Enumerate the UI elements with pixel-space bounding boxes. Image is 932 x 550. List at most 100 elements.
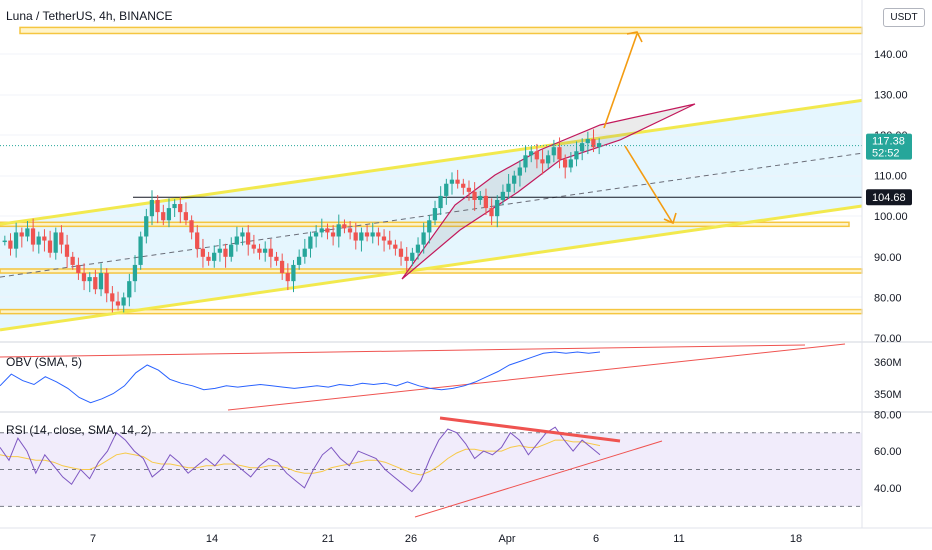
candle-body: [381, 236, 387, 241]
candle-body: [376, 232, 381, 237]
candle-body: [81, 273, 87, 282]
price-tick-label: 110.00: [874, 171, 907, 183]
obv-line: [0, 351, 601, 404]
candle-body: [455, 179, 460, 184]
candle-body: [540, 159, 545, 164]
candle-body: [138, 236, 143, 265]
time-tick-label: Apr: [498, 533, 515, 545]
candle-body: [245, 232, 251, 245]
countdown-label: 52:52: [872, 148, 900, 160]
candle-body: [98, 273, 104, 290]
candle-body: [285, 273, 290, 282]
time-tick-label: 11: [673, 533, 684, 545]
candle-body: [13, 232, 19, 249]
rsi-ma-line: [0, 439, 601, 476]
candle-body: [410, 252, 415, 261]
candle-body: [104, 273, 109, 294]
obv-pane[interactable]: [0, 341, 932, 411]
candle-body: [161, 212, 166, 221]
channel-midline: [0, 152, 863, 278]
candle-body: [257, 248, 262, 253]
time-tick-label: 7: [90, 533, 96, 545]
candle-body: [149, 199, 155, 217]
price-zone: [0, 221, 850, 228]
candle-body: [279, 260, 285, 274]
rsi-trendlines: [414, 416, 663, 518]
obv-lower-trendline: [227, 343, 846, 411]
rsi-line: [0, 426, 601, 493]
candle-body: [8, 240, 13, 249]
candle-body: [195, 232, 200, 249]
candle-body: [404, 256, 409, 261]
obv-tick-label: 350M: [874, 389, 902, 401]
candle-body: [551, 147, 556, 156]
candle-body: [240, 232, 245, 237]
candle-body: [523, 155, 528, 168]
candle-body: [47, 240, 53, 253]
candle-body: [189, 220, 194, 233]
channel-lower-line[interactable]: [0, 204, 863, 332]
candle-body: [30, 228, 36, 245]
candle-body: [19, 232, 24, 237]
price-tick-label: 80.00: [874, 292, 902, 304]
candle-body: [529, 151, 534, 156]
rsi-pane[interactable]: [0, 411, 932, 518]
candle-body: [172, 204, 177, 209]
time-tick-label: 26: [405, 533, 417, 545]
candle-body: [251, 244, 256, 249]
price-tick-label: 70.00: [874, 333, 902, 345]
candle-body: [59, 232, 64, 245]
candle-body: [579, 143, 585, 152]
candle-body: [2, 240, 7, 243]
candle-body: [110, 293, 115, 302]
candle-body: [347, 228, 353, 233]
time-axis: 7 14 21 26 Apr 6 11 18: [0, 527, 932, 545]
candle-body: [25, 228, 30, 237]
candle-body: [70, 256, 75, 265]
price-zone: [19, 26, 863, 35]
candle-body: [291, 264, 296, 282]
candle-body: [64, 244, 70, 257]
candle-body: [472, 191, 477, 200]
candle-body: [353, 232, 358, 241]
candle-body: [217, 248, 222, 253]
candle-body: [591, 139, 596, 148]
channel-upper-line[interactable]: [0, 98, 863, 226]
price-grid: [0, 53, 862, 298]
obv-tick-label: 360M: [874, 357, 902, 369]
rsi-band-fill: [0, 432, 862, 507]
candle-body: [42, 236, 47, 241]
candle-body: [229, 244, 234, 257]
last-price-label: 117.38: [872, 136, 905, 148]
candle-body: [438, 195, 443, 209]
candle-body: [36, 236, 41, 245]
arrow-down-line: [624, 145, 673, 223]
candle-body: [415, 244, 421, 253]
candle-body: [313, 232, 319, 237]
candle-body: [562, 159, 568, 168]
candle-body: [115, 301, 121, 306]
candle-body: [432, 208, 438, 221]
price-pane[interactable]: [0, 26, 863, 332]
candle-body: [500, 191, 505, 200]
time-tick-label: 6: [593, 533, 599, 545]
candle-body: [545, 155, 551, 164]
candle-body: [274, 256, 279, 261]
candle-body: [178, 204, 183, 213]
price-tick-label: 90.00: [874, 252, 902, 264]
price-tick-label: 140.00: [874, 49, 908, 61]
candle-body: [87, 277, 92, 282]
level-badge: [866, 189, 912, 206]
candle-body: [585, 139, 590, 144]
candle-body: [483, 195, 488, 209]
candle-body: [330, 232, 336, 237]
level-price-label: 104.68: [872, 192, 906, 204]
rsi-tick-label: 80.00: [874, 409, 902, 421]
candle-body: [319, 228, 324, 233]
candle-body: [398, 248, 404, 257]
currency-button[interactable]: USDT: [883, 8, 925, 27]
candle-body: [262, 248, 268, 253]
last-price-badge: [866, 133, 912, 160]
